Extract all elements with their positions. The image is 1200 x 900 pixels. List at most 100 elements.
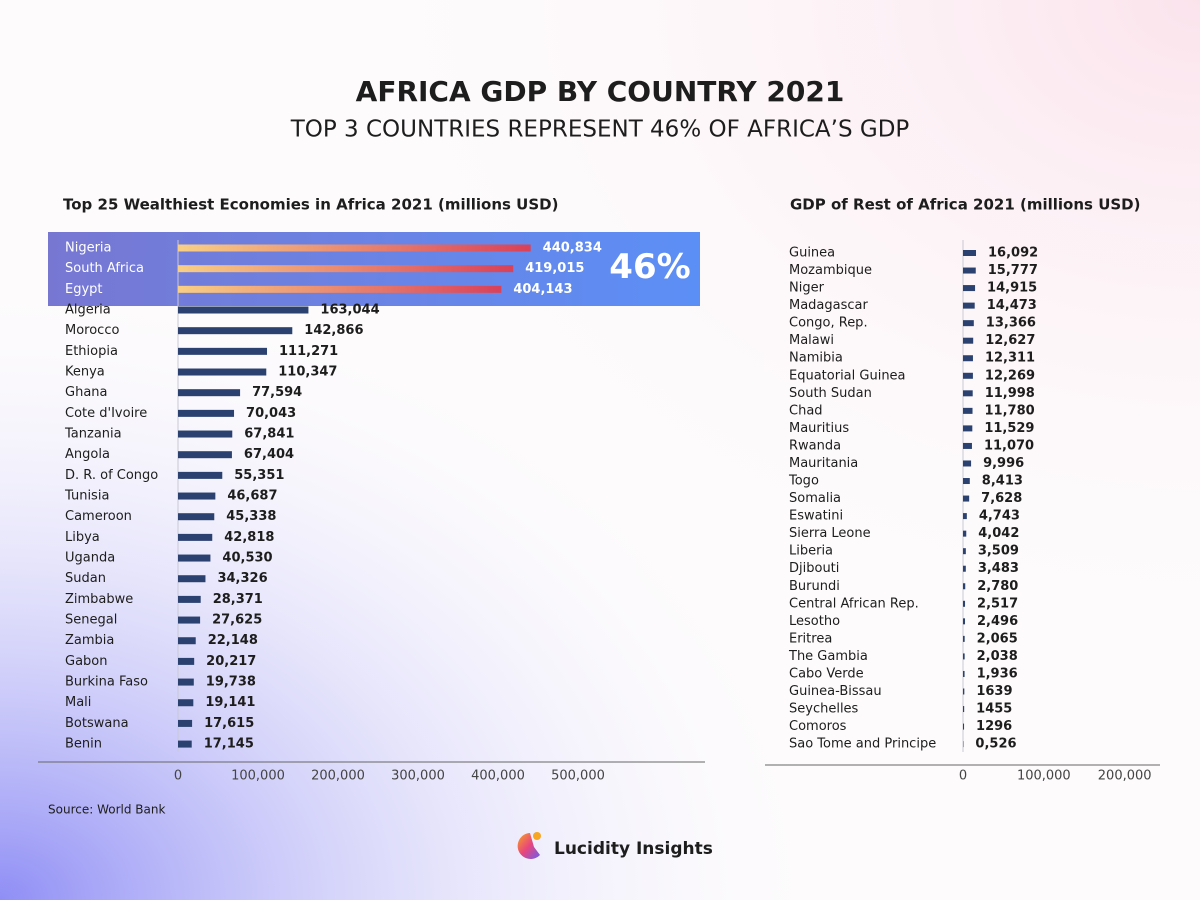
value-label: 0,526 <box>975 737 1016 752</box>
bar <box>178 575 206 583</box>
category-label: Senegal <box>65 613 117 628</box>
category-label: Madagascar <box>789 298 869 313</box>
value-label: 2,496 <box>977 614 1018 629</box>
bar <box>178 513 215 521</box>
category-label: Zambia <box>65 633 114 648</box>
value-label: 1639 <box>976 684 1012 699</box>
category-label: Benin <box>65 737 102 752</box>
category-label: South Africa <box>65 261 144 276</box>
bar <box>178 306 309 314</box>
value-label: 67,404 <box>244 447 294 462</box>
bar <box>178 471 223 479</box>
bar <box>178 409 235 417</box>
category-label: Togo <box>788 474 819 489</box>
value-label: 163,044 <box>320 303 379 318</box>
bar <box>963 337 974 344</box>
bar <box>963 600 966 607</box>
value-label: 70,043 <box>246 406 296 421</box>
category-label: Zimbabwe <box>65 592 133 607</box>
x-tick-label: 500,000 <box>551 769 605 784</box>
category-label: Tunisia <box>64 489 109 504</box>
category-label: Mauritius <box>789 421 849 436</box>
category-label: Sudan <box>65 571 106 586</box>
value-label: 42,818 <box>224 530 274 545</box>
value-label: 27,625 <box>212 613 262 628</box>
category-label: D. R. of Congo <box>65 468 158 483</box>
category-label: Congo, Rep. <box>789 316 868 331</box>
bar <box>963 320 974 327</box>
brand: Lucidity Insights <box>554 839 713 859</box>
value-label: 55,351 <box>234 468 284 483</box>
value-label: 13,366 <box>986 316 1036 331</box>
category-label: Ghana <box>65 385 108 400</box>
bar <box>963 407 973 414</box>
bar <box>963 442 972 449</box>
charts: Top 25 Wealthiest Economies in Africa 20… <box>38 196 1160 784</box>
category-label: South Sudan <box>789 386 872 401</box>
bar <box>963 355 973 362</box>
value-label: 1455 <box>976 702 1012 717</box>
chart-title: Top 25 Wealthiest Economies in Africa 20… <box>63 196 558 214</box>
value-label: 11,780 <box>985 403 1035 418</box>
annotation: 46% <box>609 247 690 287</box>
bar <box>178 740 192 748</box>
value-label: 17,145 <box>204 737 254 752</box>
value-label: 19,738 <box>206 675 256 690</box>
bar <box>963 372 973 379</box>
value-label: 4,743 <box>979 509 1020 524</box>
bar <box>178 554 211 562</box>
category-label: Mali <box>65 695 91 710</box>
category-label: The Gambia <box>788 649 868 664</box>
bar <box>178 492 216 500</box>
category-label: Liberia <box>789 544 833 559</box>
x-tick-label: 400,000 <box>471 769 525 784</box>
value-label: 8,413 <box>982 474 1023 489</box>
value-label: 2,780 <box>977 579 1018 594</box>
x-tick-label: 100,000 <box>231 769 285 784</box>
value-label: 20,217 <box>206 654 256 669</box>
x-tick-label: 0 <box>959 769 967 784</box>
bar <box>963 635 965 642</box>
bar <box>963 723 965 730</box>
bar <box>178 327 293 335</box>
category-label: Egypt <box>65 282 103 297</box>
category-label: Uganda <box>65 551 115 566</box>
value-label: 40,530 <box>222 551 272 566</box>
value-label: 14,915 <box>987 281 1037 296</box>
category-label: Comoros <box>789 719 847 734</box>
source: Source: World Bank <box>48 803 165 817</box>
value-label: 4,042 <box>978 526 1019 541</box>
x-tick-label: 200,000 <box>311 769 365 784</box>
value-label: 11,529 <box>984 421 1034 436</box>
bar <box>178 637 196 645</box>
category-label: Seychelles <box>789 702 859 717</box>
value-label: 34,326 <box>217 571 267 586</box>
category-label: Somalia <box>789 491 841 506</box>
value-label: 1296 <box>976 719 1012 734</box>
bar <box>963 425 973 432</box>
value-label: 3,483 <box>978 561 1019 576</box>
bar <box>178 719 193 727</box>
value-label: 12,311 <box>985 351 1035 366</box>
value-label: 45,338 <box>226 509 276 524</box>
category-label: Malawi <box>789 333 834 348</box>
bar <box>178 265 514 273</box>
page-subtitle: TOP 3 COUNTRIES REPRESENT 46% OF AFRICA’… <box>290 117 910 143</box>
category-label: Kenya <box>65 365 105 380</box>
bar <box>178 616 201 624</box>
bar <box>963 670 965 677</box>
value-label: 14,473 <box>987 298 1037 313</box>
value-label: 12,627 <box>985 333 1035 348</box>
bar <box>963 583 966 590</box>
bar <box>178 678 194 686</box>
bar <box>963 460 972 467</box>
value-label: 28,371 <box>213 592 263 607</box>
bar <box>963 513 967 520</box>
bar <box>178 533 213 541</box>
bar <box>178 595 201 603</box>
category-label: Djibouti <box>789 561 839 576</box>
value-label: 1,936 <box>977 666 1018 681</box>
x-tick-label: 300,000 <box>391 769 445 784</box>
